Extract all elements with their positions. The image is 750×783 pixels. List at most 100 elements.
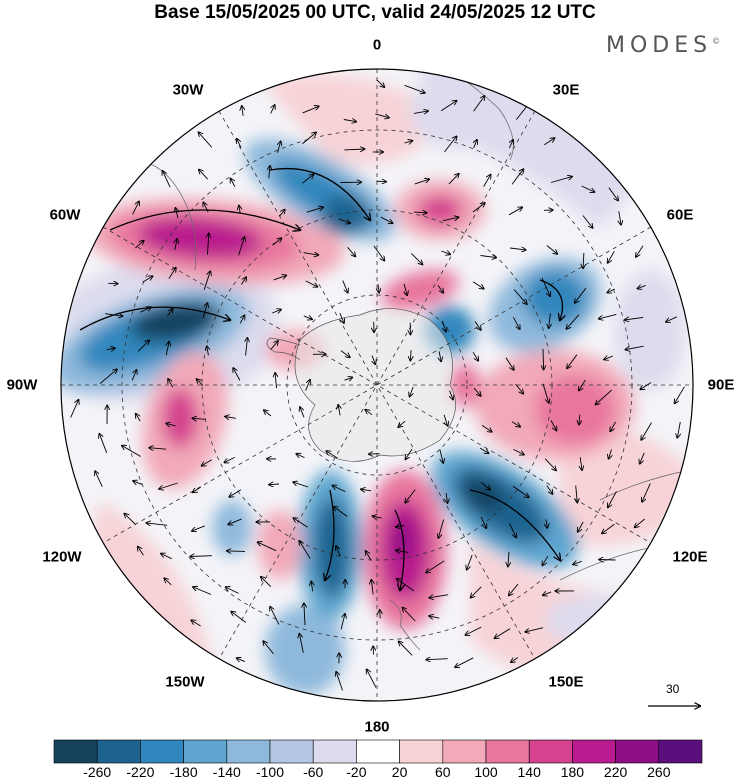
streamlines bbox=[79, 167, 563, 590]
colorbar-swatch bbox=[658, 739, 703, 764]
wind-vector bbox=[270, 105, 275, 114]
wind-vector bbox=[472, 203, 485, 213]
wind-vector bbox=[306, 207, 323, 213]
wind-vector bbox=[511, 169, 523, 185]
wind-vector bbox=[199, 170, 209, 180]
wind-vector bbox=[225, 417, 236, 419]
wind-vector bbox=[299, 541, 311, 559]
wind-vector bbox=[473, 96, 485, 112]
wind-vector bbox=[176, 208, 178, 219]
wind-vector bbox=[311, 581, 312, 592]
wind-vector bbox=[441, 251, 450, 254]
wind-vector bbox=[300, 407, 305, 418]
wind-vector bbox=[279, 210, 285, 217]
wind-vector bbox=[99, 434, 108, 453]
wind-vector bbox=[604, 356, 613, 359]
wind-vector bbox=[302, 132, 316, 145]
wind-vector bbox=[193, 418, 206, 419]
wind-vector bbox=[371, 580, 373, 595]
wind-vector bbox=[246, 338, 248, 356]
colorbar-swatch bbox=[356, 739, 400, 764]
wind-vector bbox=[640, 382, 652, 390]
wind-vector bbox=[607, 289, 615, 293]
colorbar-tick-label: -180 bbox=[169, 764, 198, 780]
wind-vector bbox=[642, 483, 651, 502]
wind-vector bbox=[440, 101, 456, 112]
wind-vector bbox=[168, 379, 174, 388]
wind-vector bbox=[429, 594, 449, 598]
wind-vector bbox=[296, 454, 305, 458]
wind-vector bbox=[261, 577, 272, 588]
wind-vector bbox=[168, 268, 176, 279]
wind-vector bbox=[608, 187, 618, 201]
wind-vector bbox=[263, 641, 274, 655]
colorbar-swatch bbox=[399, 739, 444, 764]
wind-vector bbox=[136, 414, 141, 422]
wind-vector bbox=[448, 174, 459, 185]
wind-vector bbox=[404, 283, 407, 295]
map-title: Base 15/05/2025 00 UTC, valid 24/05/2025… bbox=[154, 2, 596, 23]
wind-vector bbox=[197, 379, 204, 387]
wind-vector bbox=[581, 185, 595, 192]
wind-vector bbox=[483, 175, 491, 187]
wind-vector bbox=[193, 486, 202, 492]
colorbar-tick-label: 140 bbox=[517, 764, 541, 780]
wind-vector bbox=[376, 79, 385, 87]
wind-vector bbox=[264, 410, 272, 417]
lon-label-150e: 150E bbox=[548, 673, 584, 691]
colorbar-tick-label: 60 bbox=[435, 764, 451, 780]
wind-vector bbox=[450, 390, 453, 400]
wind-vector bbox=[542, 383, 549, 403]
wind-vector bbox=[373, 516, 382, 518]
wind-vector bbox=[481, 425, 492, 431]
wind-vector bbox=[636, 245, 644, 257]
wind-vector bbox=[344, 377, 353, 380]
wind-vector bbox=[566, 314, 580, 329]
reference-vector-label: 30 bbox=[666, 682, 680, 696]
wind-vector bbox=[166, 423, 176, 426]
wind-vector bbox=[372, 355, 375, 365]
wind-vector bbox=[242, 106, 243, 116]
map-border bbox=[60, 68, 694, 702]
colorbar-tick-label: 100 bbox=[474, 764, 498, 780]
new-zealand-outline bbox=[389, 599, 421, 651]
wind-vector bbox=[414, 111, 428, 114]
wind-vector bbox=[339, 313, 344, 323]
wind-vector bbox=[542, 555, 549, 565]
wind-vector bbox=[161, 554, 172, 560]
wind-vector bbox=[677, 421, 680, 438]
lon-label-30e: 30E bbox=[552, 81, 580, 99]
colorbar-swatch bbox=[528, 739, 573, 764]
colorbar-swatch bbox=[183, 739, 228, 764]
colorbar-tick-label: 260 bbox=[647, 764, 671, 780]
colorbar-tick-label: -220 bbox=[126, 764, 155, 780]
wind-vector bbox=[338, 218, 350, 223]
wind-vector bbox=[293, 482, 309, 488]
wind-vector bbox=[608, 491, 617, 507]
wind-vector bbox=[228, 518, 242, 524]
wind-vector bbox=[224, 456, 235, 462]
wind-vector bbox=[380, 610, 381, 619]
wind-vector bbox=[405, 489, 416, 503]
wind-vector bbox=[437, 285, 443, 292]
wind-vector bbox=[336, 546, 341, 557]
colorbar-swatch bbox=[572, 739, 616, 764]
wind-vector bbox=[513, 448, 524, 454]
wind-vector bbox=[338, 405, 340, 416]
wind-vector bbox=[340, 614, 345, 630]
wind-vector bbox=[405, 448, 413, 459]
wind-vector bbox=[543, 592, 552, 595]
wind-vector bbox=[583, 252, 584, 268]
modes-logo: MODES© bbox=[606, 33, 720, 58]
wind-vector bbox=[293, 518, 308, 528]
colorbar-tick-label: 180 bbox=[560, 764, 585, 780]
wind-vector bbox=[164, 578, 172, 586]
wind-vector bbox=[602, 523, 615, 533]
wind-vector bbox=[439, 351, 441, 361]
wind-vector bbox=[303, 316, 312, 319]
wind-vector bbox=[479, 447, 489, 453]
lon-label-30w: 30W bbox=[172, 81, 204, 99]
colorbar-swatch bbox=[269, 739, 314, 764]
wind-vector bbox=[149, 448, 167, 450]
wind-vector bbox=[366, 551, 372, 561]
